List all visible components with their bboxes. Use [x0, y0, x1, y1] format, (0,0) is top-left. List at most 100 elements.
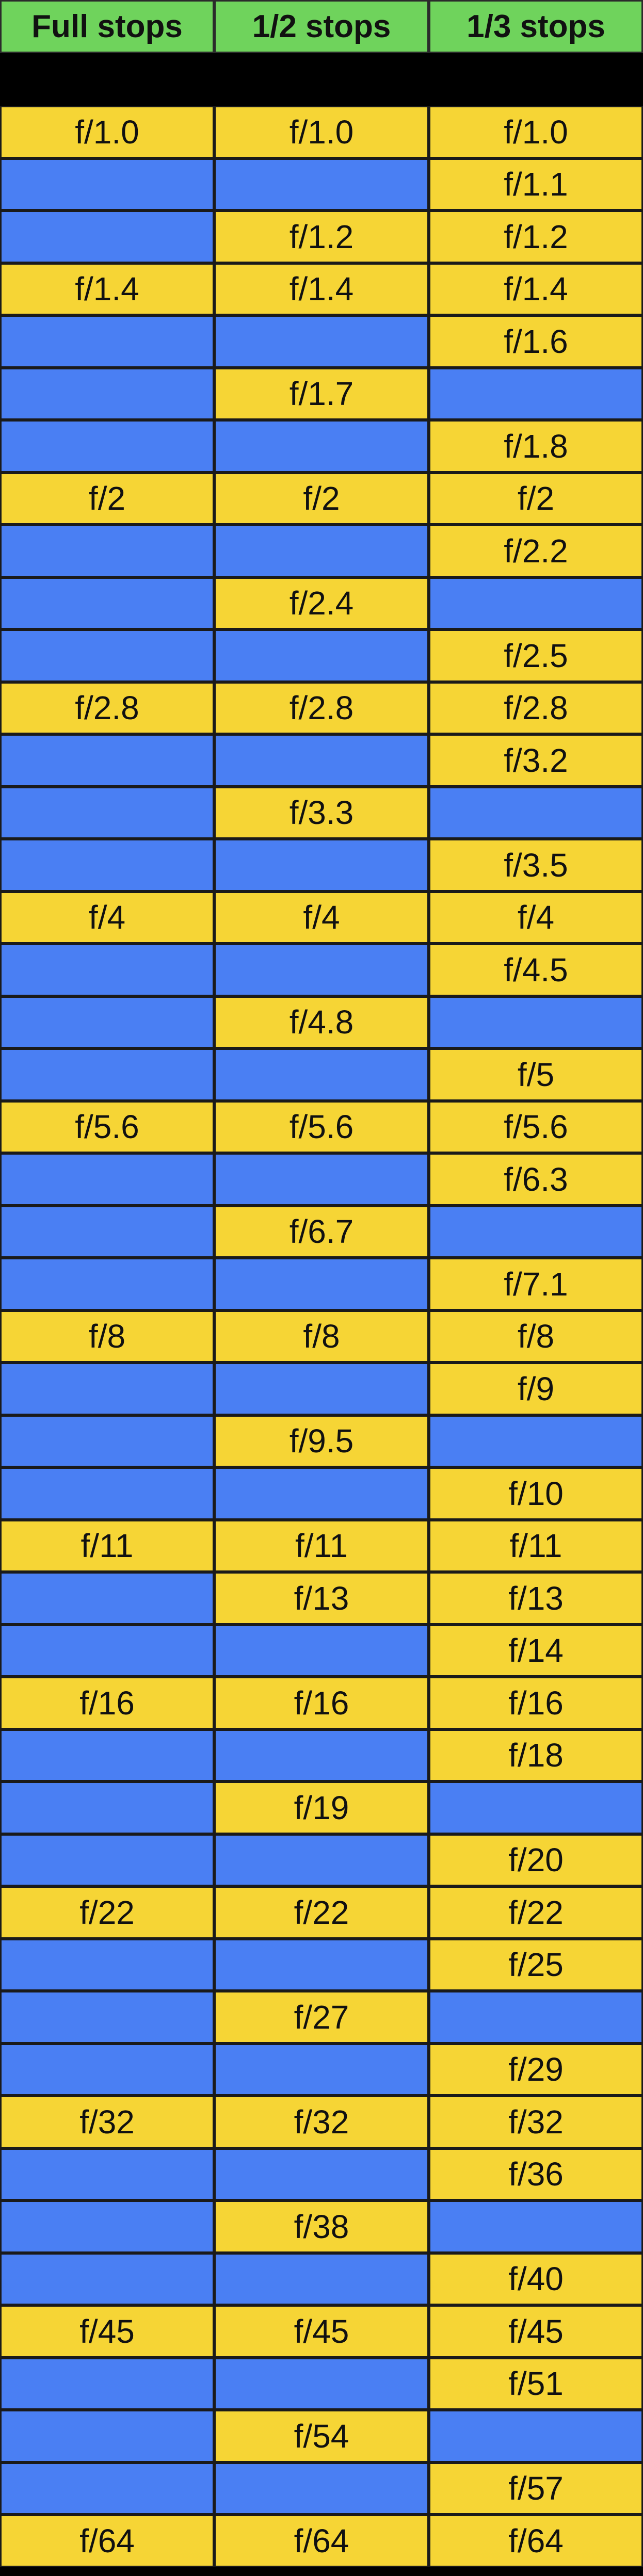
- table-cell-full-stops: [0, 210, 214, 263]
- table-cell-full-stops: f/1.4: [0, 263, 214, 315]
- table-cell-half-stops: [214, 158, 429, 210]
- table-cell-full-stops: [0, 1415, 214, 1467]
- table-cell-half-stops: f/8: [214, 1310, 429, 1363]
- table-cell-third-stops: f/18: [429, 1729, 643, 1781]
- table-cell-third-stops: f/3.2: [429, 734, 643, 787]
- table-cell-third-stops: f/40: [429, 2253, 643, 2305]
- column-header-half-stops: 1/2 stops: [214, 0, 429, 53]
- table-cell-third-stops: f/5: [429, 1048, 643, 1101]
- table-cell-third-stops: [429, 786, 643, 839]
- table-cell-full-stops: [0, 2148, 214, 2200]
- table-cell-full-stops: [0, 1258, 214, 1310]
- table-cell-third-stops: [429, 2410, 643, 2462]
- table-cell-full-stops: [0, 315, 214, 368]
- table-cell-third-stops: f/6.3: [429, 1153, 643, 1206]
- table-cell-half-stops: f/22: [214, 1886, 429, 1939]
- table-cell-full-stops: [0, 2200, 214, 2253]
- table-cell-third-stops: f/2.5: [429, 629, 643, 682]
- table-cell-third-stops: f/57: [429, 2462, 643, 2515]
- table-cell-full-stops: [0, 420, 214, 473]
- table-cell-third-stops: f/1.1: [429, 158, 643, 210]
- table-cell-full-stops: [0, 629, 214, 682]
- table-cell-half-stops: f/1.7: [214, 367, 429, 420]
- table-cell-half-stops: f/6.7: [214, 1205, 429, 1258]
- table-cell-full-stops: [0, 944, 214, 996]
- table-cell-half-stops: [214, 629, 429, 682]
- table-cell-third-stops: f/36: [429, 2148, 643, 2200]
- table-cell-third-stops: f/1.4: [429, 263, 643, 315]
- table-cell-third-stops: f/32: [429, 2096, 643, 2148]
- table-cell-third-stops: f/22: [429, 1886, 643, 1939]
- table-cell-half-stops: [214, 839, 429, 892]
- table-cell-half-stops: f/45: [214, 2305, 429, 2358]
- table-cell-third-stops: f/9: [429, 1363, 643, 1415]
- table-cell-half-stops: [214, 1363, 429, 1415]
- table-cell-third-stops: f/2.2: [429, 525, 643, 577]
- table-cell-half-stops: [214, 1938, 429, 1991]
- table-cell-full-stops: f/5.6: [0, 1100, 214, 1153]
- table-cell-half-stops: [214, 1048, 429, 1101]
- table-cell-half-stops: f/1.2: [214, 210, 429, 263]
- table-cell-third-stops: f/1.2: [429, 210, 643, 263]
- column-header-full-stops: Full stops: [0, 0, 214, 53]
- table-cell-full-stops: [0, 1938, 214, 1991]
- table-cell-full-stops: f/2.8: [0, 682, 214, 734]
- table-cell-half-stops: f/32: [214, 2096, 429, 2148]
- table-cell-full-stops: [0, 1991, 214, 2044]
- table-cell-half-stops: f/11: [214, 1519, 429, 1572]
- table-cell-half-stops: f/1.0: [214, 106, 429, 158]
- table-cell-full-stops: [0, 1048, 214, 1101]
- table-cell-third-stops: f/1.8: [429, 420, 643, 473]
- table-cell-full-stops: [0, 1467, 214, 1520]
- table-cell-third-stops: f/2.8: [429, 682, 643, 734]
- header-spacer: [214, 53, 429, 106]
- table-cell-third-stops: [429, 1781, 643, 1834]
- table-cell-half-stops: [214, 525, 429, 577]
- table-cell-full-stops: [0, 1624, 214, 1677]
- table-cell-full-stops: [0, 158, 214, 210]
- table-cell-half-stops: [214, 944, 429, 996]
- table-cell-full-stops: [0, 1834, 214, 1886]
- table-cell-third-stops: [429, 367, 643, 420]
- table-cell-half-stops: f/64: [214, 2515, 429, 2567]
- table-cell-third-stops: f/7.1: [429, 1258, 643, 1310]
- table-cell-full-stops: [0, 577, 214, 629]
- table-cell-half-stops: f/54: [214, 2410, 429, 2462]
- table-cell-full-stops: [0, 2410, 214, 2462]
- table-cell-full-stops: [0, 1572, 214, 1625]
- table-cell-full-stops: f/22: [0, 1886, 214, 1939]
- table-cell-half-stops: [214, 2357, 429, 2410]
- table-cell-full-stops: [0, 1363, 214, 1415]
- table-cell-third-stops: f/4: [429, 891, 643, 944]
- table-cell-third-stops: f/10: [429, 1467, 643, 1520]
- table-cell-half-stops: f/38: [214, 2200, 429, 2253]
- table-cell-half-stops: f/27: [214, 1991, 429, 2044]
- table-cell-third-stops: f/3.5: [429, 839, 643, 892]
- table-cell-half-stops: f/1.4: [214, 263, 429, 315]
- table-cell-full-stops: f/1.0: [0, 106, 214, 158]
- table-cell-full-stops: [0, 1781, 214, 1834]
- table-cell-full-stops: f/32: [0, 2096, 214, 2148]
- table-cell-full-stops: [0, 2043, 214, 2096]
- table-cell-half-stops: [214, 2043, 429, 2096]
- table-cell-full-stops: [0, 996, 214, 1048]
- table-cell-half-stops: f/5.6: [214, 1100, 429, 1153]
- table-cell-third-stops: [429, 1991, 643, 2044]
- table-cell-full-stops: [0, 839, 214, 892]
- table-cell-half-stops: [214, 1153, 429, 1206]
- table-cell-half-stops: f/2.4: [214, 577, 429, 629]
- table-cell-full-stops: f/4: [0, 891, 214, 944]
- table-cell-half-stops: [214, 2462, 429, 2515]
- table-cell-third-stops: f/5.6: [429, 1100, 643, 1153]
- table-cell-third-stops: [429, 996, 643, 1048]
- table-cell-half-stops: [214, 2148, 429, 2200]
- table-cell-third-stops: f/13: [429, 1572, 643, 1625]
- table-cell-full-stops: [0, 734, 214, 787]
- table-cell-third-stops: [429, 1415, 643, 1467]
- table-cell-third-stops: f/25: [429, 1938, 643, 1991]
- table-cell-full-stops: [0, 525, 214, 577]
- table-cell-half-stops: f/4: [214, 891, 429, 944]
- table-cell-half-stops: f/4.8: [214, 996, 429, 1048]
- table-cell-third-stops: f/20: [429, 1834, 643, 1886]
- table-cell-full-stops: [0, 1729, 214, 1781]
